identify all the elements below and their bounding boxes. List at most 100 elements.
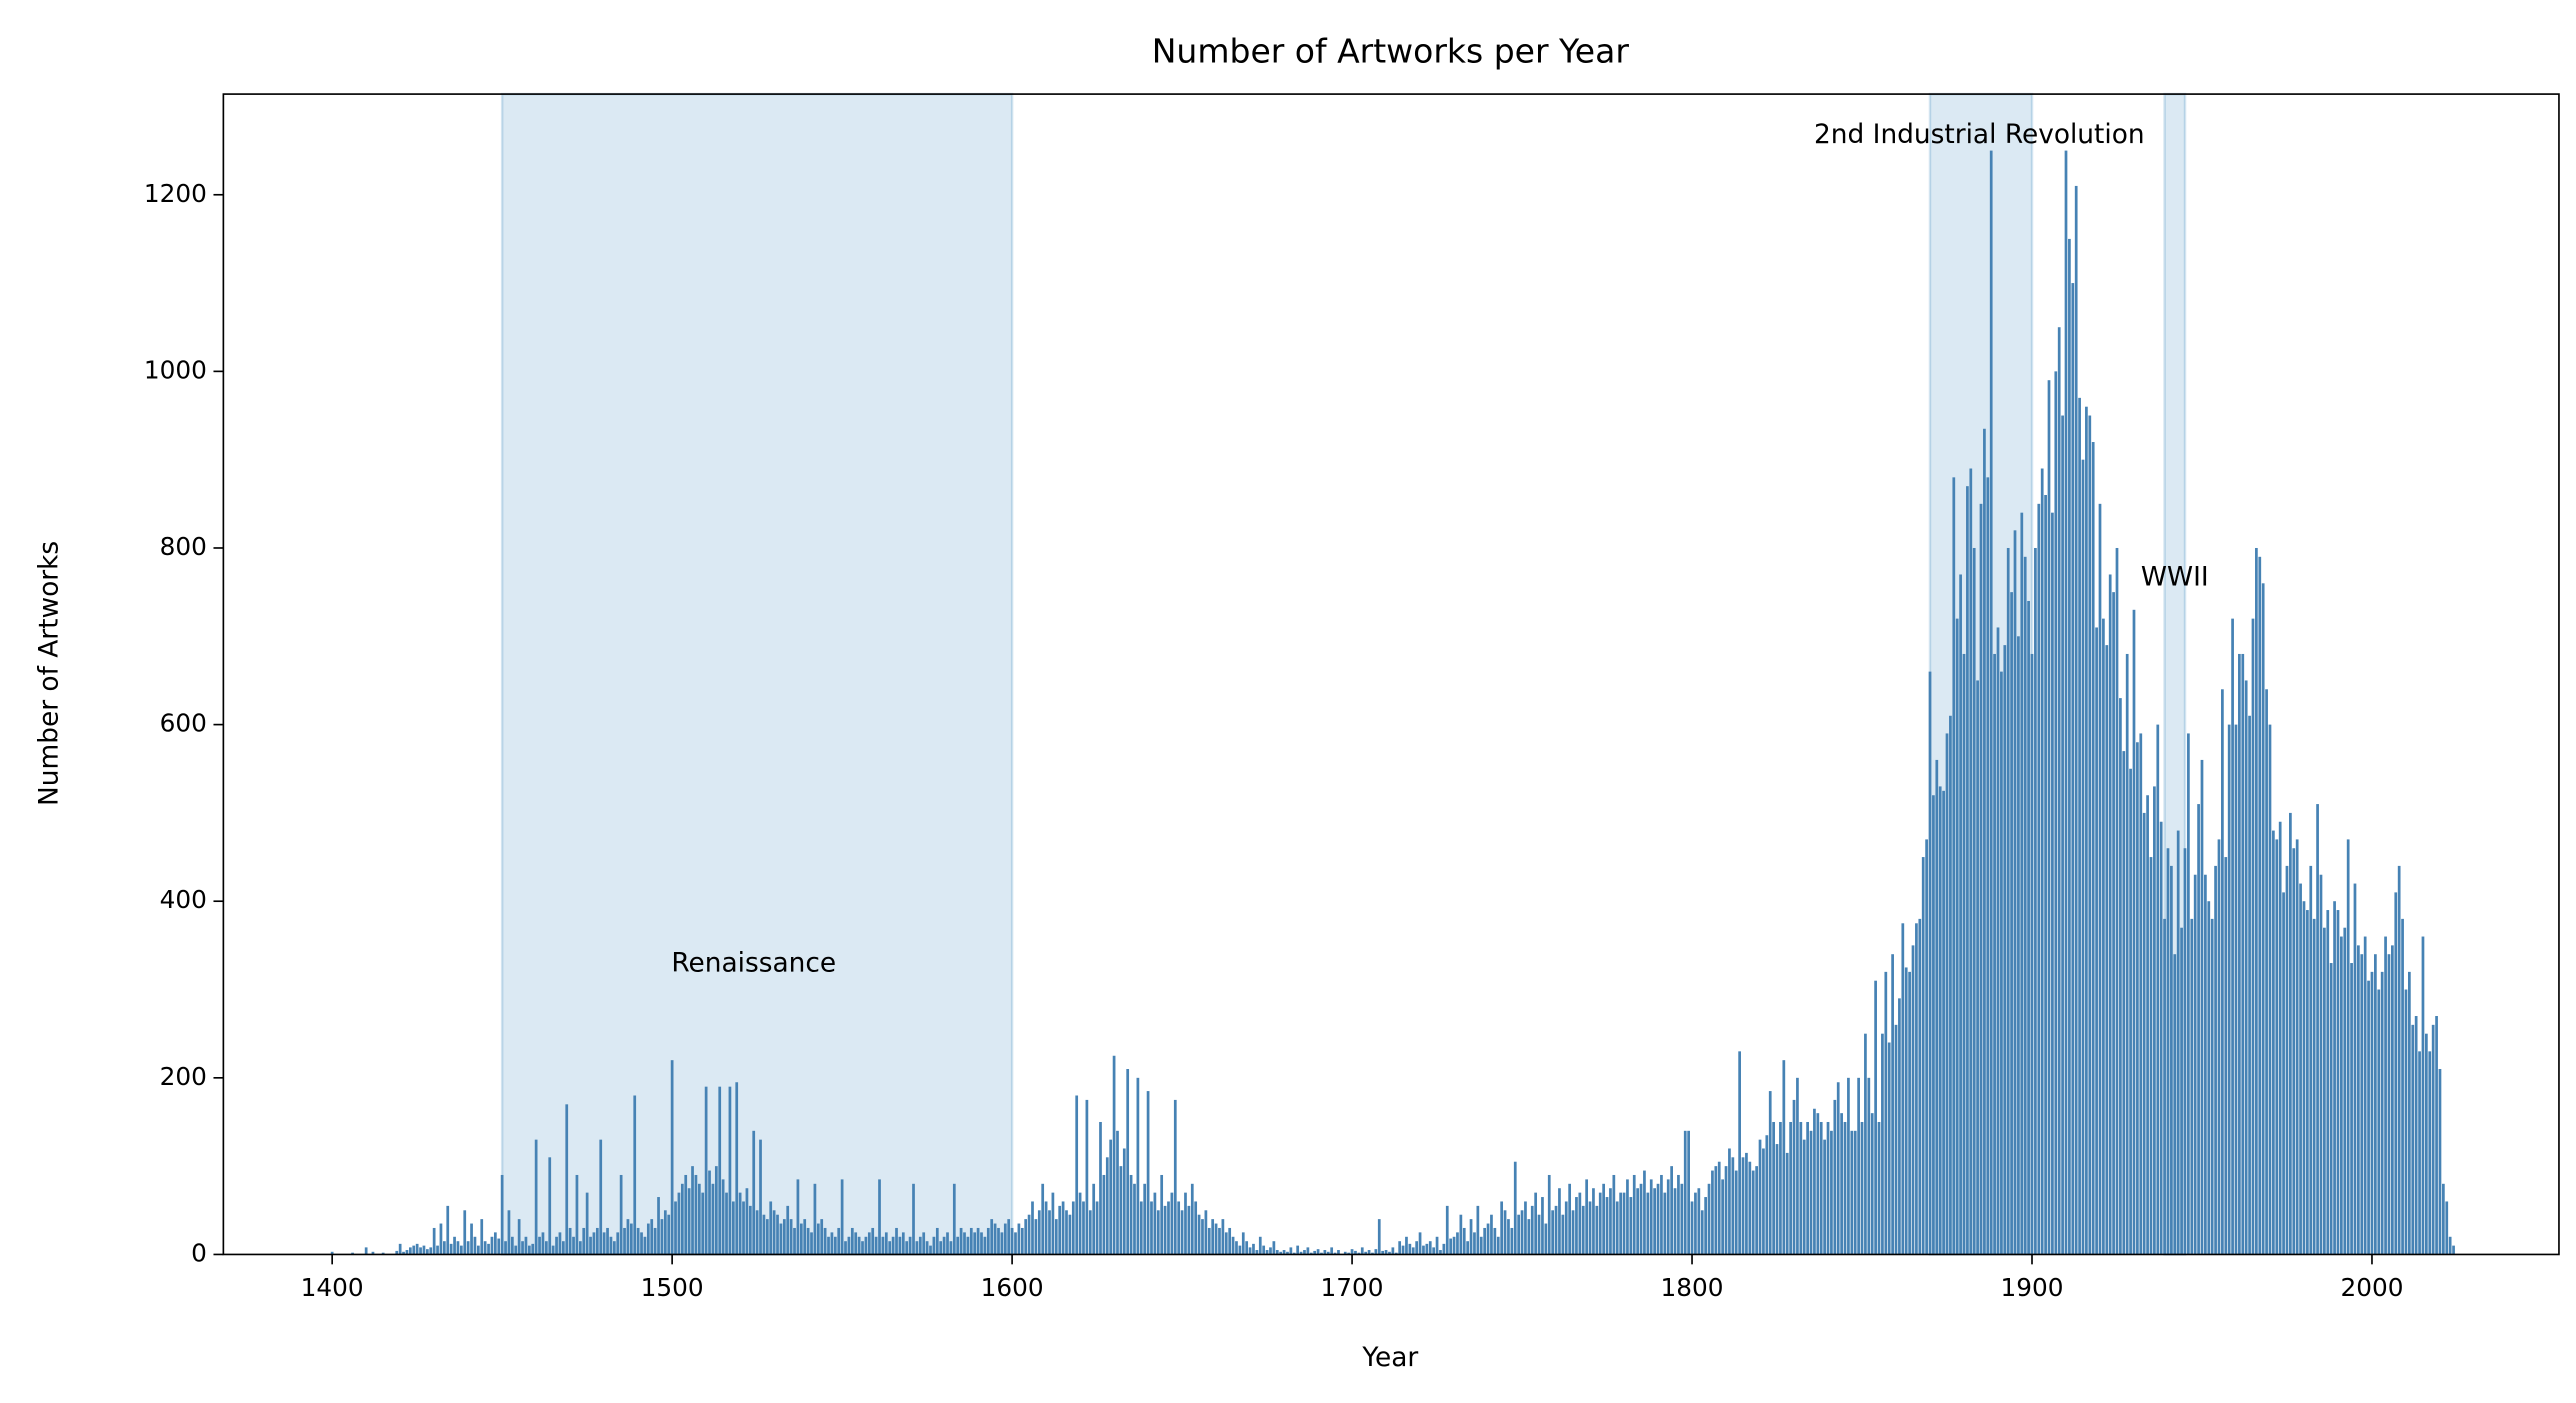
x-tick-label: 1600 [981, 1273, 1044, 1302]
bar [1054, 1219, 1058, 1255]
bar [548, 1157, 552, 1255]
bar [1337, 1250, 1340, 1255]
bar [640, 1232, 643, 1255]
bar [2153, 786, 2156, 1255]
bar [1384, 1250, 1388, 1255]
bar [2122, 751, 2126, 1255]
bar [2180, 927, 2183, 1255]
bar [1619, 1192, 1623, 1255]
bar [1908, 971, 1911, 1255]
bar [1228, 1227, 1232, 1255]
bar [1105, 1157, 1109, 1255]
bar [2037, 503, 2041, 1255]
bar [626, 1219, 630, 1255]
bar [578, 1241, 582, 1255]
bar [1762, 1148, 1765, 1255]
bar [1605, 1197, 1609, 1255]
bar [1119, 1166, 1123, 1255]
bar [1728, 1148, 1731, 1255]
bar [585, 1192, 589, 1255]
bar [636, 1227, 640, 1255]
bar [2272, 830, 2275, 1255]
bar [2265, 689, 2268, 1255]
bar [1051, 1192, 1055, 1255]
bar [1534, 1192, 1538, 1255]
bar [1813, 1108, 1816, 1255]
bar [738, 1192, 742, 1255]
bar [779, 1223, 783, 1255]
bar [1493, 1227, 1497, 1255]
bar [643, 1236, 647, 1255]
bar [1751, 1170, 1755, 1255]
bar [1061, 1201, 1065, 1255]
bar [555, 1236, 558, 1255]
bar [1150, 1201, 1153, 1255]
bar [1085, 1099, 1089, 1255]
bar [2275, 839, 2279, 1255]
bar [2034, 547, 2037, 1255]
bar [1449, 1238, 1453, 1255]
bar [884, 1232, 888, 1255]
bar [1598, 1192, 1602, 1255]
bar [1544, 1223, 1548, 1255]
bar [500, 1174, 504, 1255]
bar [728, 1086, 732, 1255]
bar [2431, 1024, 2435, 1255]
bar [1354, 1250, 1357, 1255]
bar [2408, 971, 2411, 1255]
bar [1884, 971, 1888, 1255]
bar [1765, 1135, 1769, 1255]
bar [1731, 1157, 1735, 1255]
bar [1405, 1236, 1408, 1255]
bar [1167, 1201, 1170, 1255]
bar [2166, 848, 2170, 1255]
bar [2105, 645, 2109, 1255]
x-tick-label: 1800 [1661, 1273, 1724, 1302]
bar [765, 1219, 769, 1255]
bar [1697, 1188, 1701, 1255]
bar [701, 1192, 705, 1255]
bar [1673, 1188, 1677, 1255]
bar [1153, 1192, 1157, 1255]
bar [1585, 1179, 1589, 1255]
bar [1439, 1250, 1442, 1255]
bar [1935, 759, 1939, 1255]
bar [2013, 530, 2017, 1255]
bar [1629, 1197, 1633, 1255]
bar [514, 1245, 518, 1255]
bar [1330, 1247, 1334, 1255]
bar [1524, 1201, 1527, 1255]
bar [2190, 918, 2194, 1255]
bar [2306, 910, 2309, 1255]
bar [589, 1236, 592, 1255]
bar [1364, 1251, 1368, 1255]
bar [1262, 1245, 1266, 1255]
bar [2442, 1183, 2445, 1255]
bar [2064, 150, 2068, 1255]
bar [572, 1236, 575, 1255]
bar [1758, 1139, 1762, 1255]
bar [714, 1166, 718, 1255]
bar [1112, 1055, 1116, 1255]
annotation: 2nd Industrial Revolution [1814, 119, 2145, 150]
bar [854, 1232, 858, 1255]
bar [1558, 1188, 1561, 1255]
x-tick-label: 1900 [2001, 1273, 2064, 1302]
bar [439, 1223, 443, 1255]
bar [558, 1232, 562, 1255]
annotation: Renaissance [671, 947, 836, 978]
bar [2040, 468, 2044, 1255]
bar [1969, 468, 1973, 1255]
bar [602, 1232, 606, 1255]
bar [2380, 971, 2384, 1255]
bar [1717, 1161, 1721, 1255]
bar [1996, 627, 2000, 1255]
y-tick-label: 600 [160, 709, 207, 738]
bar [527, 1245, 531, 1255]
bar [942, 1236, 946, 1255]
bar [1850, 1130, 1854, 1255]
bar [2323, 927, 2326, 1255]
bar [1510, 1227, 1514, 1255]
bar [2326, 910, 2330, 1255]
bar [1738, 1051, 1741, 1255]
